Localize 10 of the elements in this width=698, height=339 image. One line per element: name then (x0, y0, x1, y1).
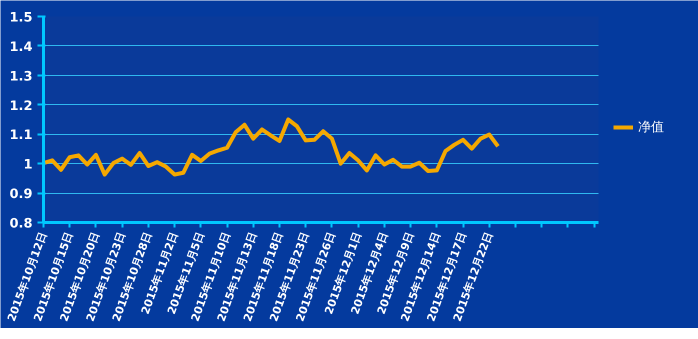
legend-label: 净值 (638, 119, 664, 136)
y-tick-label: 0.8 (9, 216, 32, 232)
y-tick-label: 1.1 (9, 128, 32, 144)
y-tick-label: 1.2 (9, 98, 32, 114)
y-tick-label: 1 (23, 158, 32, 173)
line-series (44, 118, 500, 177)
y-tick-label: 1.5 (9, 10, 32, 26)
y-tick-label: 0.9 (9, 187, 32, 202)
y-tick-label: 1.3 (9, 69, 32, 84)
y-tick-label: 1.4 (9, 40, 32, 55)
